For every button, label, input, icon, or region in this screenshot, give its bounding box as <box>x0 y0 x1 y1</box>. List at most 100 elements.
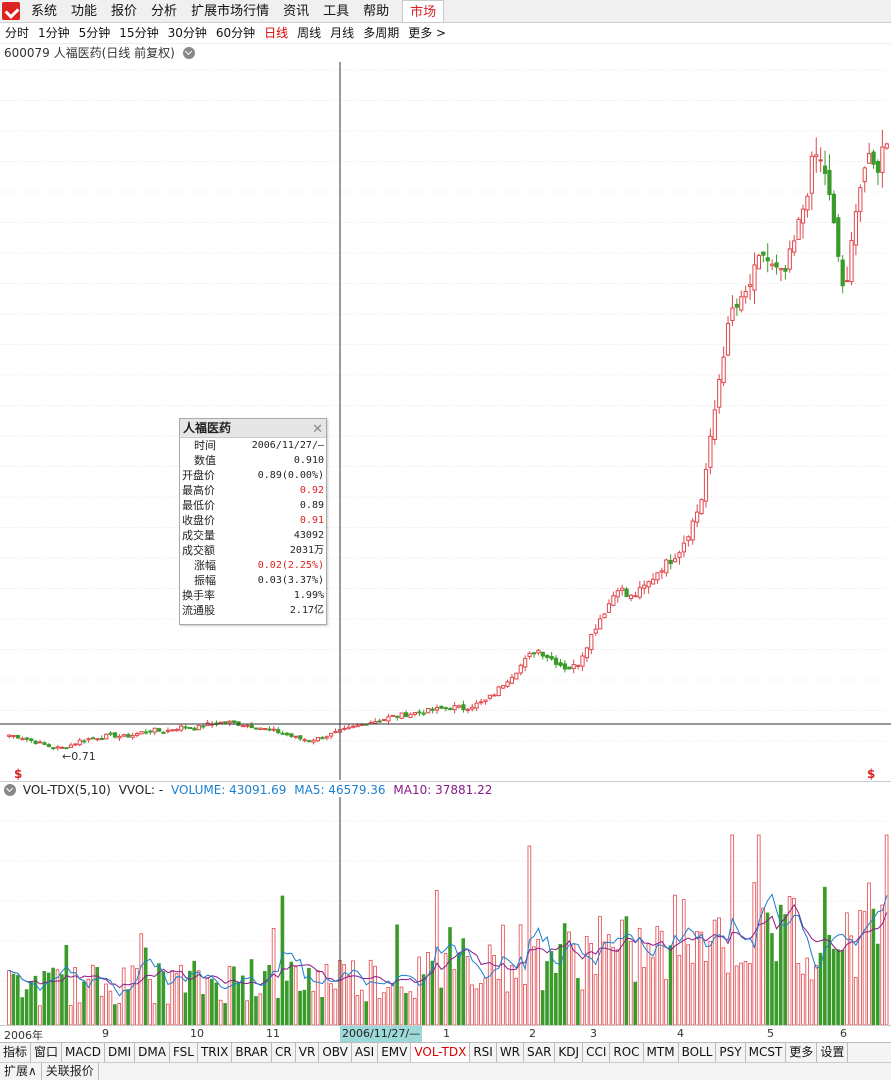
candle <box>849 232 854 286</box>
price-grid <box>0 69 891 742</box>
tooltip-row-label: 时间 <box>194 439 216 452</box>
indicator-tab-cci[interactable]: CCI <box>583 1043 611 1062</box>
cursor-date-label: 2006/11/27/— <box>340 1026 423 1042</box>
indicator-tab-kdj[interactable]: KDJ <box>555 1043 584 1062</box>
volume-bar <box>16 975 20 1025</box>
period-tab-multi[interactable]: 多周期 <box>363 25 400 40</box>
menu-item-quote[interactable]: 报价 <box>111 3 138 19</box>
tooltip-row-label: 最高价 <box>182 484 215 497</box>
volume-bar <box>606 934 611 1025</box>
volume-bar <box>673 894 677 1025</box>
menu-item-analysis[interactable]: 分析 <box>151 3 178 19</box>
data-tooltip-window[interactable]: 人福医药 ✕ 时间 2006/11/27/— 数值 0.910 开盘价 0.89(0.00… <box>179 418 327 625</box>
volume-bar <box>399 986 404 1025</box>
menu-item-help[interactable]: 帮助 <box>363 3 390 19</box>
axis-label: 3 <box>590 1027 597 1040</box>
volume-bar <box>699 931 704 1025</box>
period-tab-timeshare[interactable]: 分时 <box>5 25 30 40</box>
volume-bar <box>73 967 77 1025</box>
volume-bar <box>329 983 333 1025</box>
indicator-tab-dma[interactable]: DMA <box>135 1043 170 1062</box>
indicator-tab-设置[interactable]: 设置 <box>817 1043 849 1062</box>
candle <box>787 240 792 273</box>
indicator-tab-roc[interactable]: ROC <box>610 1043 644 1062</box>
indicator-tab-psy[interactable]: PSY <box>716 1043 746 1062</box>
tooltip-row: 开盘价 0.89(0.00%) <box>180 468 326 483</box>
menu-item-tools[interactable]: 工具 <box>323 3 350 19</box>
candle <box>796 217 801 240</box>
volume-bar <box>703 961 708 1025</box>
related-quotes-tab[interactable]: 关联报价 <box>42 1063 99 1080</box>
app-logo-icon[interactable] <box>2 2 20 20</box>
volume-bar <box>271 928 276 1025</box>
period-tab-monthly[interactable]: 月线 <box>330 25 355 40</box>
indicator-tab-wr[interactable]: WR <box>497 1043 525 1062</box>
candle <box>227 720 232 727</box>
tooltip-row-value: 0.03(3.37%) <box>257 575 324 586</box>
volume-bar <box>615 949 620 1025</box>
candle <box>822 150 828 186</box>
volume-chart[interactable] <box>0 797 891 1025</box>
candle <box>637 581 642 600</box>
candlestick-chart[interactable]: ←0.71 $ $ <box>0 62 891 780</box>
indicator-tab-sar[interactable]: SAR <box>524 1043 556 1062</box>
candle <box>148 729 153 735</box>
indicator-dropdown-icon[interactable] <box>4 784 16 796</box>
volume-bar <box>712 919 717 1025</box>
candle <box>642 580 647 595</box>
axis-label: 1 <box>443 1027 450 1040</box>
indicator-tab-rsi[interactable]: RSI <box>470 1043 497 1062</box>
candle <box>417 709 422 717</box>
indicator-tab-boll[interactable]: BOLL <box>679 1043 717 1062</box>
indicator-tab-emv[interactable]: EMV <box>378 1043 412 1062</box>
candle <box>126 732 131 738</box>
expand-tab[interactable]: 扩展∧ <box>0 1063 42 1080</box>
menu-item-function[interactable]: 功能 <box>71 3 98 19</box>
menu-item-system[interactable]: 系统 <box>31 3 58 19</box>
volume-bar <box>862 911 867 1025</box>
indicator-tab-macd[interactable]: MACD <box>62 1043 106 1062</box>
indicator-tab-窗口[interactable]: 窗口 <box>31 1043 63 1062</box>
indicator-tab-trix[interactable]: TRIX <box>198 1043 233 1062</box>
candle <box>845 266 850 283</box>
indicator-tab-vol-tdx[interactable]: VOL-TDX <box>411 1043 471 1062</box>
indicator-tab-brar[interactable]: BRAR <box>232 1043 273 1062</box>
tooltip-header[interactable]: 人福医药 ✕ <box>180 419 326 438</box>
period-tab-1min[interactable]: 1分钟 <box>38 25 70 40</box>
indicator-tab-dmi[interactable]: DMI <box>105 1043 136 1062</box>
candle <box>298 735 303 742</box>
candle <box>99 735 104 741</box>
candle <box>333 728 338 734</box>
menu-item-market[interactable]: 市场 <box>402 0 445 23</box>
period-tab-more[interactable]: 更多 > <box>408 25 447 40</box>
volume-bar <box>426 952 430 1025</box>
volume-bar <box>739 962 743 1025</box>
close-icon[interactable]: ✕ <box>312 422 323 437</box>
indicator-tab-mcst[interactable]: MCST <box>746 1043 787 1062</box>
candle <box>778 267 784 282</box>
volume-bar <box>752 882 757 1025</box>
indicator-tab-vr[interactable]: VR <box>296 1043 320 1062</box>
period-tab-5min[interactable]: 5分钟 <box>78 25 111 40</box>
indicator-tab-更多[interactable]: 更多 <box>786 1043 818 1062</box>
indicator-tab-cr[interactable]: CR <box>272 1043 296 1062</box>
period-tab-weekly[interactable]: 周线 <box>297 25 322 40</box>
period-tab-60min[interactable]: 60分钟 <box>215 25 256 40</box>
date-axis: 2006年 9 10 11 1 2 3 4 5 6 2006/11/27/— <box>0 1025 891 1042</box>
volume-bar <box>351 960 355 1025</box>
indicator-tab-mtm[interactable]: MTM <box>644 1043 679 1062</box>
title-dropdown-icon[interactable] <box>182 47 195 59</box>
indicator-tab-obv[interactable]: OBV <box>319 1043 352 1062</box>
period-tab-15min[interactable]: 15分钟 <box>119 25 159 40</box>
indicator-tab-asi[interactable]: ASI <box>352 1043 379 1062</box>
volume-bar <box>77 1002 82 1025</box>
indicator-tab-指标[interactable]: 指标 <box>0 1043 32 1062</box>
period-tab-daily[interactable]: 日线 <box>264 25 289 40</box>
menu-item-extended-market[interactable]: 扩展市场行情 <box>191 3 270 19</box>
period-tab-30min[interactable]: 30分钟 <box>167 25 207 40</box>
candle <box>183 724 188 730</box>
menu-item-news[interactable]: 资讯 <box>283 3 310 19</box>
indicator-tab-fsl[interactable]: FSL <box>170 1043 198 1062</box>
volume-bar <box>584 935 589 1025</box>
candle <box>527 651 532 660</box>
